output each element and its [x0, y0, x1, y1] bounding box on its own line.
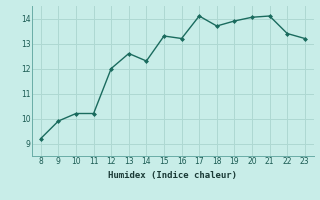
X-axis label: Humidex (Indice chaleur): Humidex (Indice chaleur)	[108, 171, 237, 180]
